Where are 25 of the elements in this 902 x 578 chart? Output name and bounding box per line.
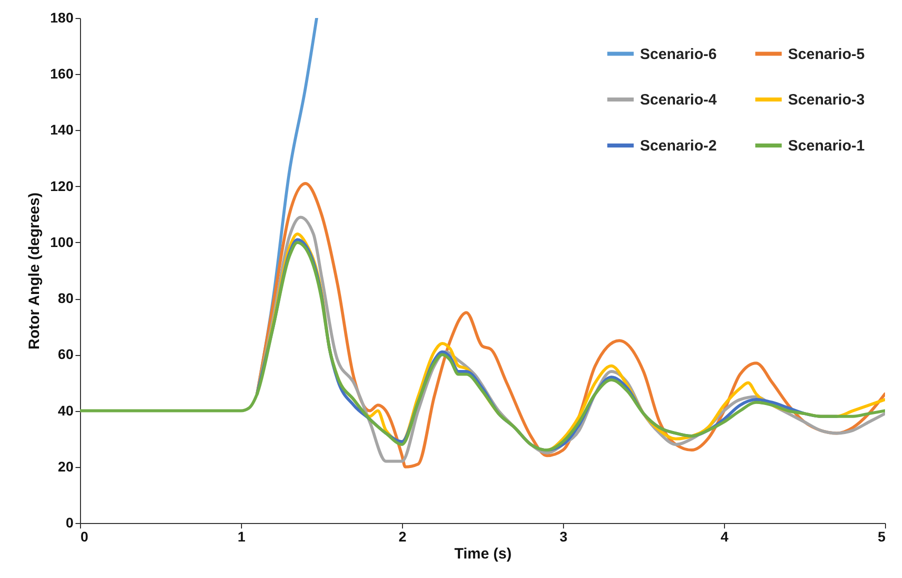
y-tick-label: 160 — [50, 66, 74, 82]
legend-label: Scenario-6 — [640, 46, 717, 63]
y-tick-label: 100 — [50, 234, 74, 250]
y-tick-label: 60 — [58, 346, 74, 362]
legend-label: Scenario-2 — [640, 138, 717, 154]
legend-label: Scenario-3 — [788, 92, 865, 108]
x-tick-label: 3 — [560, 528, 568, 544]
y-tick-label: 40 — [58, 402, 74, 418]
legend-label: Scenario-1 — [788, 138, 865, 154]
legend-label: Scenario-4 — [640, 92, 718, 108]
y-axis-title: Rotor Angle (degrees) — [26, 192, 44, 350]
x-tick-label: 5 — [878, 528, 886, 544]
line-series — [80, 240, 885, 452]
y-tick-label: 140 — [50, 122, 74, 138]
x-tick-label: 1 — [238, 528, 246, 544]
y-tick-label: 120 — [50, 178, 74, 194]
y-tick-label: 20 — [58, 458, 74, 474]
x-tick-label: 4 — [720, 528, 729, 544]
x-tick-label: 2 — [398, 528, 407, 544]
x-axis-title: Time (s) — [454, 546, 512, 562]
legend-label: Scenario-5 — [788, 46, 865, 63]
y-tick-label: 0 — [66, 514, 74, 530]
x-tick-label: 0 — [80, 528, 88, 544]
y-tick-label: 180 — [50, 10, 74, 26]
y-tick-label: 80 — [58, 290, 74, 306]
